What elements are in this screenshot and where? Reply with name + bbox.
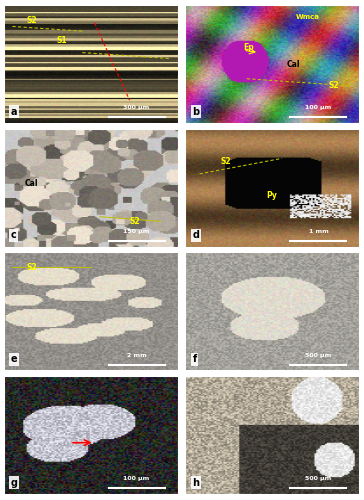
- Text: h: h: [193, 478, 199, 488]
- Text: a: a: [11, 107, 17, 117]
- Text: 2 mm: 2 mm: [127, 352, 146, 358]
- Text: 500 μm: 500 μm: [305, 352, 332, 358]
- Text: S2: S2: [130, 217, 140, 226]
- Text: 300 μm: 300 μm: [123, 106, 150, 110]
- Text: b: b: [193, 107, 199, 117]
- Text: d: d: [193, 230, 199, 240]
- Text: S2: S2: [26, 16, 37, 25]
- Text: 500 μm: 500 μm: [305, 476, 332, 482]
- Text: g: g: [11, 478, 17, 488]
- Text: 1 mm: 1 mm: [309, 229, 328, 234]
- Text: Wmca: Wmca: [296, 14, 320, 20]
- Text: Cal: Cal: [25, 179, 38, 188]
- Text: S1: S1: [56, 36, 67, 45]
- Text: f: f: [193, 354, 197, 364]
- Text: S2: S2: [26, 263, 37, 272]
- Text: 100 μm: 100 μm: [123, 476, 150, 482]
- Text: Py: Py: [266, 190, 277, 200]
- Text: Ep: Ep: [243, 43, 254, 52]
- Text: S2: S2: [329, 82, 340, 90]
- Text: c: c: [11, 230, 16, 240]
- Text: e: e: [11, 354, 17, 364]
- Text: 150 μm: 150 μm: [123, 229, 150, 234]
- Text: Cal: Cal: [287, 60, 300, 69]
- Text: S2: S2: [221, 158, 231, 166]
- Text: 100 μm: 100 μm: [305, 106, 332, 110]
